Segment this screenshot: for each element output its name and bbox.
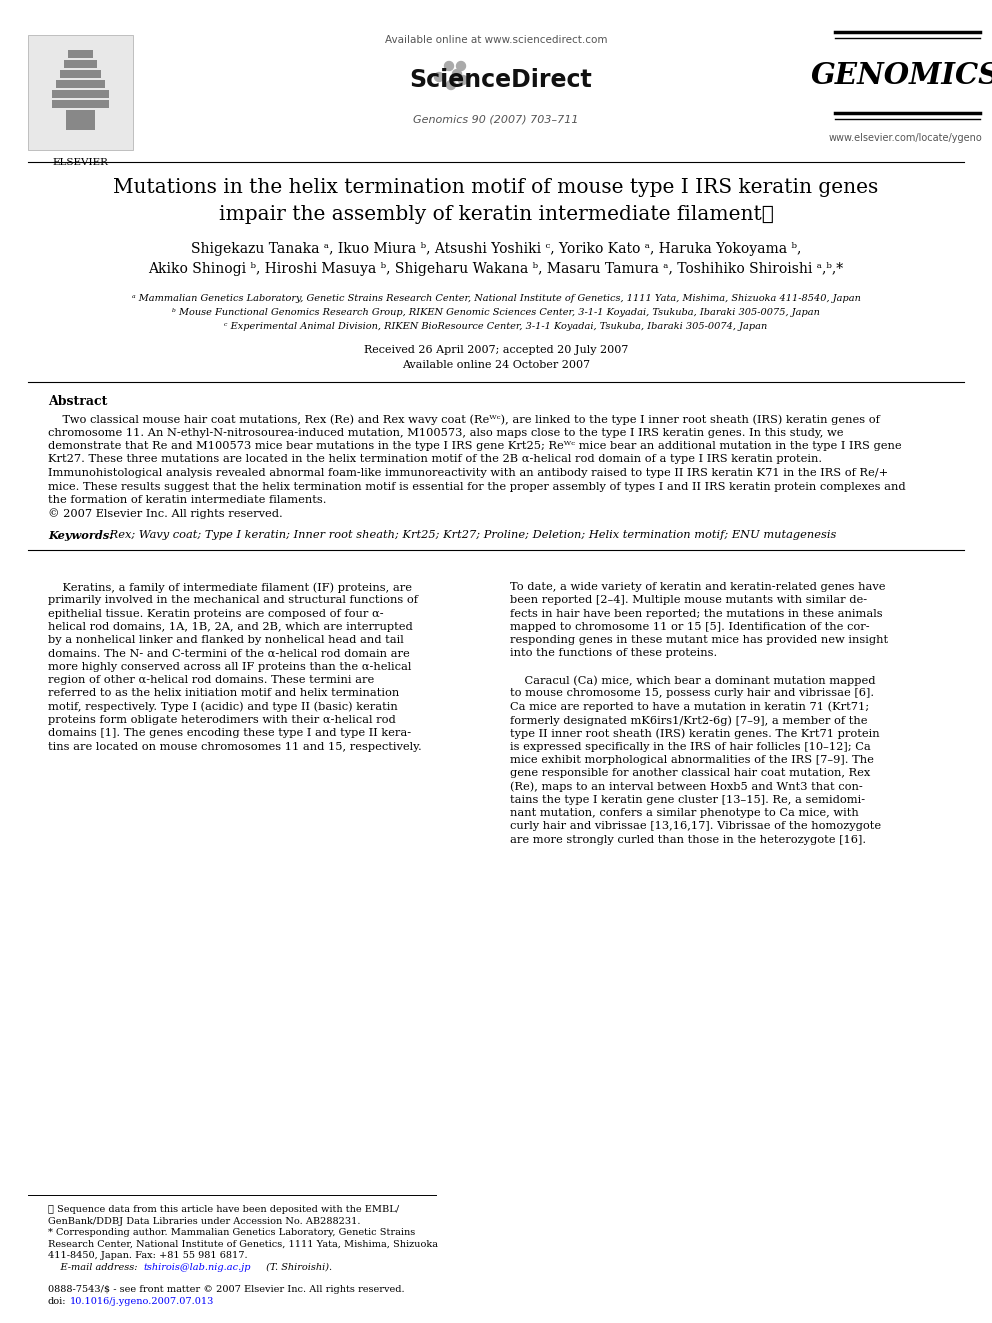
Text: www.elsevier.com/locate/ygeno: www.elsevier.com/locate/ygeno [828, 134, 982, 143]
Text: Genomics 90 (2007) 703–711: Genomics 90 (2007) 703–711 [414, 115, 578, 124]
Text: demonstrate that Re and M100573 mice bear mutations in the type I IRS gene Krt25: demonstrate that Re and M100573 mice bea… [48, 441, 902, 451]
Text: is expressed specifically in the IRS of hair follicles [10–12]; Ca: is expressed specifically in the IRS of … [510, 742, 871, 751]
Text: domains [1]. The genes encoding these type I and type II kera-: domains [1]. The genes encoding these ty… [48, 728, 411, 738]
Bar [68, 50, 93, 58]
Text: epithelial tissue. Keratin proteins are composed of four α-: epithelial tissue. Keratin proteins are … [48, 609, 384, 619]
Text: into the functions of these proteins.: into the functions of these proteins. [510, 648, 717, 659]
Circle shape [452, 70, 461, 78]
Text: (Re), maps to an interval between Hoxb5 and Wnt3 that con-: (Re), maps to an interval between Hoxb5 … [510, 782, 863, 792]
Text: more highly conserved across all IF proteins than the α-helical: more highly conserved across all IF prot… [48, 662, 412, 672]
Text: doi:: doi: [48, 1298, 66, 1307]
Text: E-mail address:: E-mail address: [48, 1262, 141, 1271]
Text: Immunohistological analysis revealed abnormal foam-like immunoreactivity with an: Immunohistological analysis revealed abn… [48, 468, 888, 478]
Text: Available online 24 October 2007: Available online 24 October 2007 [402, 360, 590, 370]
Text: GENOMICS: GENOMICS [810, 61, 992, 90]
Text: Rex; Wavy coat; Type I keratin; Inner root sheath; Krt25; Krt27; Proline; Deleti: Rex; Wavy coat; Type I keratin; Inner ro… [106, 531, 836, 540]
Bar [52, 101, 109, 108]
Circle shape [456, 61, 465, 70]
Text: helical rod domains, 1A, 1B, 2A, and 2B, which are interrupted: helical rod domains, 1A, 1B, 2A, and 2B,… [48, 622, 413, 632]
Text: mice. These results suggest that the helix termination motif is essential for th: mice. These results suggest that the hel… [48, 482, 906, 492]
Text: 0888-7543/$ - see front matter © 2007 Elsevier Inc. All rights reserved.: 0888-7543/$ - see front matter © 2007 El… [48, 1285, 405, 1294]
Text: To date, a wide variety of keratin and keratin-related genes have: To date, a wide variety of keratin and k… [510, 582, 886, 591]
Text: mice exhibit morphological abnormalities of the IRS [7–9]. The: mice exhibit morphological abnormalities… [510, 755, 874, 765]
Text: Two classical mouse hair coat mutations, Rex (Re) and Rex wavy coat (Reᵂᶜ), are : Two classical mouse hair coat mutations,… [48, 414, 880, 425]
Text: tins are located on mouse chromosomes 11 and 15, respectively.: tins are located on mouse chromosomes 11… [48, 742, 422, 751]
Text: ScienceDirect: ScienceDirect [410, 67, 592, 93]
Text: (T. Shiroishi).: (T. Shiroishi). [263, 1262, 332, 1271]
Text: type II inner root sheath (IRS) keratin genes. The Krt71 protein: type II inner root sheath (IRS) keratin … [510, 728, 880, 738]
Text: GenBank/DDBJ Data Libraries under Accession No. AB288231.: GenBank/DDBJ Data Libraries under Access… [48, 1217, 360, 1225]
Circle shape [434, 73, 443, 82]
Circle shape [446, 81, 455, 90]
Text: ELSEVIER: ELSEVIER [53, 157, 108, 167]
Bar [66, 110, 95, 130]
Text: referred to as the helix initiation motif and helix termination: referred to as the helix initiation moti… [48, 688, 399, 699]
Text: Research Center, National Institute of Genetics, 1111 Yata, Mishima, Shizuoka: Research Center, National Institute of G… [48, 1240, 438, 1249]
Text: 10.1016/j.ygeno.2007.07.013: 10.1016/j.ygeno.2007.07.013 [70, 1298, 214, 1307]
Text: Keywords:: Keywords: [48, 531, 113, 541]
Text: proteins form obligate heterodimers with their α-helical rod: proteins form obligate heterodimers with… [48, 714, 396, 725]
Text: curly hair and vibrissae [13,16,17]. Vibrissae of the homozygote: curly hair and vibrissae [13,16,17]. Vib… [510, 822, 881, 831]
Text: gene responsible for another classical hair coat mutation, Rex: gene responsible for another classical h… [510, 769, 870, 778]
Text: Krt27. These three mutations are located in the helix termination motif of the 2: Krt27. These three mutations are located… [48, 455, 822, 464]
Text: Abstract: Abstract [48, 396, 107, 407]
Text: are more strongly curled than those in the heterozygote [16].: are more strongly curled than those in t… [510, 835, 866, 844]
Text: Mutations in the helix termination motif of mouse type I IRS keratin genes: Mutations in the helix termination motif… [113, 179, 879, 197]
Text: responding genes in these mutant mice has provided new insight: responding genes in these mutant mice ha… [510, 635, 888, 646]
Text: ᶜ Experimental Animal Division, RIKEN BioResource Center, 3-1-1 Koyadai, Tsukuba: ᶜ Experimental Animal Division, RIKEN Bi… [224, 321, 768, 331]
Text: Keratins, a family of intermediate filament (IF) proteins, are: Keratins, a family of intermediate filam… [48, 582, 412, 593]
Text: by a nonhelical linker and flanked by nonhelical head and tail: by a nonhelical linker and flanked by no… [48, 635, 404, 646]
Circle shape [458, 75, 467, 85]
Text: to mouse chromosome 15, possess curly hair and vibrissae [6].: to mouse chromosome 15, possess curly ha… [510, 688, 874, 699]
Text: chromosome 11. An N-ethyl-N-nitrosourea-induced mutation, M100573, also maps clo: chromosome 11. An N-ethyl-N-nitrosourea-… [48, 427, 843, 438]
Text: nant mutation, confers a similar phenotype to Ca mice, with: nant mutation, confers a similar phenoty… [510, 808, 859, 818]
Text: Akiko Shinogi ᵇ, Hiroshi Masuya ᵇ, Shigeharu Wakana ᵇ, Masaru Tamura ᵃ, Toshihik: Akiko Shinogi ᵇ, Hiroshi Masuya ᵇ, Shige… [149, 262, 843, 277]
Text: * Corresponding author. Mammalian Genetics Laboratory, Genetic Strains: * Corresponding author. Mammalian Geneti… [48, 1228, 416, 1237]
Text: ☆ Sequence data from this article have been deposited with the EMBL/: ☆ Sequence data from this article have b… [48, 1205, 399, 1215]
Text: © 2007 Elsevier Inc. All rights reserved.: © 2007 Elsevier Inc. All rights reserved… [48, 508, 283, 520]
Text: the formation of keratin intermediate filaments.: the formation of keratin intermediate fi… [48, 495, 326, 505]
Bar [28, 34, 133, 149]
Bar [56, 79, 105, 89]
Text: 411-8450, Japan. Fax: +81 55 981 6817.: 411-8450, Japan. Fax: +81 55 981 6817. [48, 1252, 248, 1259]
Text: motif, respectively. Type I (acidic) and type II (basic) keratin: motif, respectively. Type I (acidic) and… [48, 701, 398, 712]
Text: primarily involved in the mechanical and structural functions of: primarily involved in the mechanical and… [48, 595, 418, 606]
Bar [60, 70, 101, 78]
Text: formerly designated mK6irs1/Krt2-6g) [7–9], a member of the: formerly designated mK6irs1/Krt2-6g) [7–… [510, 714, 867, 725]
Text: region of other α-helical rod domains. These termini are: region of other α-helical rod domains. T… [48, 675, 374, 685]
Text: Shigekazu Tanaka ᵃ, Ikuo Miura ᵇ, Atsushi Yoshiki ᶜ, Yoriko Kato ᵃ, Haruka Yokoy: Shigekazu Tanaka ᵃ, Ikuo Miura ᵇ, Atsush… [190, 242, 802, 255]
Circle shape [444, 61, 453, 70]
Text: tains the type I keratin gene cluster [13–15]. Re, a semidomi-: tains the type I keratin gene cluster [1… [510, 795, 865, 804]
Text: Received 26 April 2007; accepted 20 July 2007: Received 26 April 2007; accepted 20 July… [364, 345, 628, 355]
Text: ᵃ Mammalian Genetics Laboratory, Genetic Strains Research Center, National Insti: ᵃ Mammalian Genetics Laboratory, Genetic… [132, 294, 860, 303]
Text: impair the assembly of keratin intermediate filament☆: impair the assembly of keratin intermedi… [218, 205, 774, 224]
Text: mapped to chromosome 11 or 15 [5]. Identification of the cor-: mapped to chromosome 11 or 15 [5]. Ident… [510, 622, 870, 632]
Text: Caracul (Ca) mice, which bear a dominant mutation mapped: Caracul (Ca) mice, which bear a dominant… [510, 675, 876, 685]
Text: Available online at www.sciencedirect.com: Available online at www.sciencedirect.co… [385, 34, 607, 45]
Bar [52, 90, 109, 98]
Text: been reported [2–4]. Multiple mouse mutants with similar de-: been reported [2–4]. Multiple mouse muta… [510, 595, 867, 606]
Text: tshirois@lab.nig.ac.jp: tshirois@lab.nig.ac.jp [143, 1262, 251, 1271]
Text: domains. The N- and C-termini of the α-helical rod domain are: domains. The N- and C-termini of the α-h… [48, 648, 410, 659]
Text: fects in hair have been reported; the mutations in these animals: fects in hair have been reported; the mu… [510, 609, 883, 619]
Text: ᵇ Mouse Functional Genomics Research Group, RIKEN Genomic Sciences Center, 3-1-1: ᵇ Mouse Functional Genomics Research Gro… [172, 308, 820, 318]
Bar [64, 60, 97, 67]
Text: Ca mice are reported to have a mutation in keratin 71 (Krt71;: Ca mice are reported to have a mutation … [510, 701, 869, 712]
